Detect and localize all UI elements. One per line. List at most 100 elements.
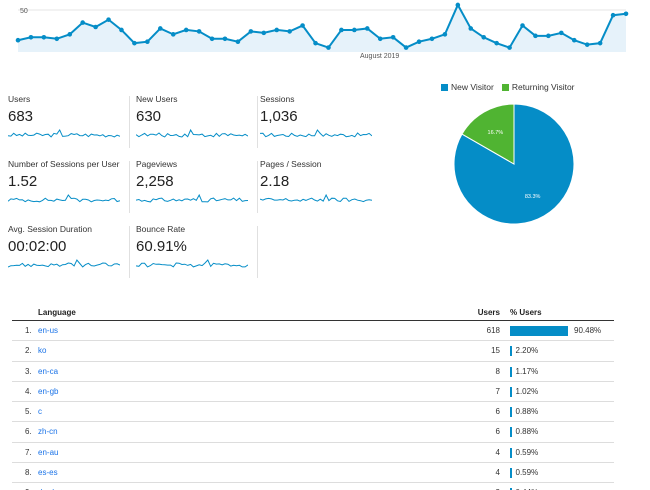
metric-name: Number of Sessions per User [8, 159, 120, 169]
data-point[interactable] [571, 37, 577, 43]
data-point[interactable] [584, 42, 590, 47]
language-link[interactable]: en-us [38, 326, 59, 335]
data-point[interactable] [119, 27, 124, 33]
pie-slice-returning-visitor[interactable] [461, 103, 515, 165]
sparkline-line [260, 193, 372, 203]
metric-users[interactable]: Users 683 [8, 94, 130, 150]
language-table: Language Users % Users 1. en-us 618 90.48% 2… [12, 306, 614, 490]
table-row: 9. de-de 3 0.44% [12, 483, 614, 490]
data-point[interactable] [442, 32, 448, 37]
data-point[interactable] [416, 39, 422, 45]
data-point[interactable] [54, 36, 60, 42]
data-point[interactable] [533, 33, 538, 39]
data-point[interactable] [248, 29, 254, 34]
row-number: 5. [25, 407, 32, 417]
data-point[interactable] [41, 34, 47, 40]
data-point[interactable] [145, 39, 150, 45]
legend-returning-visitor[interactable]: Returning Visitor [501, 82, 575, 92]
metric-new-users[interactable]: New Users 630 [136, 94, 258, 150]
divider [257, 226, 258, 278]
language-link[interactable]: es-es [38, 468, 58, 478]
legend-new-visitor[interactable]: New Visitor [441, 82, 494, 92]
data-point[interactable] [546, 33, 551, 39]
metric-bounce-rate[interactable]: Bounce Rate 60.91% [136, 224, 258, 280]
metric-pages-session[interactable]: Pages / Session 2.18 [260, 159, 378, 215]
header-users[interactable]: Users [477, 308, 500, 317]
data-point[interactable] [274, 27, 280, 33]
divider [257, 96, 258, 148]
language-link[interactable]: ko [38, 346, 47, 356]
table-row: 8. es-es 4 0.59% [12, 463, 614, 484]
data-point[interactable] [520, 23, 525, 28]
data-point[interactable] [132, 40, 137, 46]
divider [129, 226, 130, 278]
language-link[interactable]: c [38, 407, 42, 417]
header-language[interactable]: Language [38, 308, 76, 317]
data-point[interactable] [80, 20, 85, 25]
metric-number-of-sessions-per-user[interactable]: Number of Sessions per User 1.52 [8, 159, 130, 215]
data-point[interactable] [196, 29, 202, 34]
metric-value: 2,258 [136, 173, 174, 190]
data-point[interactable] [106, 17, 111, 22]
language-link[interactable]: en-au [38, 447, 59, 457]
pct-users-value: 2.20% [515, 346, 539, 356]
data-point[interactable] [28, 34, 34, 40]
data-point[interactable] [559, 30, 564, 36]
users-count: 618 [486, 326, 500, 335]
data-point[interactable] [507, 45, 512, 50]
row-number: 6. [25, 427, 32, 437]
language-link[interactable]: zh-cn [38, 427, 58, 437]
language-link[interactable]: en-ca [38, 366, 59, 376]
metric-name: Users [8, 94, 31, 104]
sparkline [8, 259, 120, 268]
data-point[interactable] [15, 37, 21, 43]
sparkline-line [8, 194, 120, 203]
data-point[interactable] [377, 36, 383, 42]
metric-sessions[interactable]: Sessions 1,036 [260, 94, 378, 150]
data-point[interactable] [67, 32, 73, 37]
data-point[interactable] [610, 12, 616, 18]
users-count: 7 [495, 386, 500, 396]
data-point[interactable] [597, 40, 603, 46]
data-point[interactable] [209, 36, 215, 42]
data-point[interactable] [326, 45, 331, 50]
pct-users-value: 0.59% [515, 468, 539, 478]
row-number: 9. [25, 488, 32, 490]
data-point[interactable] [339, 27, 344, 33]
data-point[interactable] [481, 34, 487, 40]
metric-name: Pageviews [136, 159, 178, 169]
data-point[interactable] [222, 36, 228, 42]
data-point[interactable] [287, 29, 292, 34]
data-point[interactable] [455, 2, 461, 8]
sparkline-line [136, 193, 248, 203]
data-point[interactable] [183, 27, 189, 33]
data-point[interactable] [157, 26, 163, 31]
metric-value: 60.91% [136, 238, 187, 255]
data-point[interactable] [468, 26, 474, 31]
language-link[interactable]: de-de [38, 488, 58, 490]
pie-slice-new-visitor[interactable] [453, 103, 575, 225]
pct-users-bar [510, 366, 512, 377]
metric-name: Pages / Session [260, 159, 322, 169]
data-point[interactable] [93, 24, 98, 30]
data-point[interactable] [623, 11, 629, 17]
data-point[interactable] [300, 23, 305, 28]
data-point[interactable] [403, 45, 409, 50]
row-number: 8. [25, 468, 32, 478]
header-pct-users[interactable]: % Users [510, 308, 542, 317]
metric-value: 1,036 [260, 108, 298, 125]
data-point[interactable] [364, 26, 370, 31]
data-point[interactable] [352, 27, 357, 33]
data-point[interactable] [261, 30, 267, 36]
language-link[interactable]: en-gb [38, 386, 59, 396]
data-point[interactable] [494, 40, 499, 46]
data-point[interactable] [429, 36, 435, 42]
data-point[interactable] [235, 39, 241, 45]
data-point[interactable] [170, 32, 176, 37]
sparkline-line [8, 128, 120, 138]
data-point[interactable] [313, 40, 318, 46]
metric-pageviews[interactable]: Pageviews 2,258 [136, 159, 258, 215]
pie-slice-label: 83.3% [525, 194, 541, 200]
metric-avg-session-duration[interactable]: Avg. Session Duration 00:02:00 [8, 224, 130, 280]
data-point[interactable] [390, 34, 396, 40]
